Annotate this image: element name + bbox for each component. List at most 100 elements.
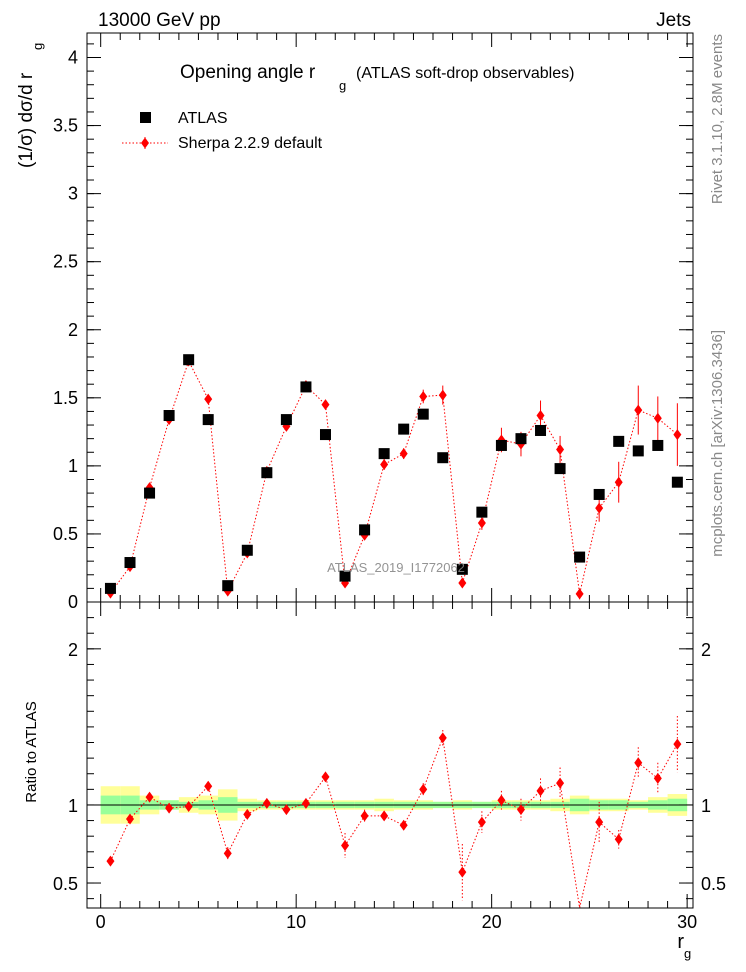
data-point	[593, 488, 605, 500]
ratio-xtick-label: 20	[482, 912, 502, 932]
ratio-mc-point	[399, 819, 408, 831]
data-point	[280, 414, 292, 426]
mc-point	[634, 404, 643, 416]
data-point	[554, 463, 566, 475]
ratio-mc-point	[301, 797, 310, 809]
data-point	[222, 580, 234, 592]
data-point	[417, 408, 429, 420]
ratio-frame	[86, 601, 694, 909]
data-point	[124, 557, 136, 569]
main-ytick-label: 1	[68, 456, 78, 476]
mcplots-label: mcplots.cern.ch [arXiv:1306.3436]	[709, 330, 726, 557]
mc-point	[321, 399, 330, 411]
mc-point	[458, 577, 467, 589]
data-point	[495, 439, 507, 451]
data-point	[241, 544, 253, 556]
ratio-series	[106, 715, 682, 909]
data-point	[671, 476, 683, 488]
ratio-mc-point	[321, 771, 330, 783]
mc-point	[204, 393, 213, 405]
ratio-mc-point	[262, 797, 271, 809]
ratio-mc-point	[653, 772, 662, 784]
mc-point	[653, 412, 662, 424]
mc-point	[536, 410, 545, 422]
ratio-xtick-label: 10	[286, 912, 306, 932]
mc-point	[614, 476, 623, 488]
title-subscript: g	[339, 78, 346, 93]
data-point	[437, 452, 449, 464]
ratio-ytick-label: 1	[68, 796, 78, 816]
legend-label-data: ATLAS	[178, 110, 228, 127]
mc-point	[399, 448, 408, 460]
ratio-xlabel: r g	[677, 931, 691, 961]
ratio-mc-point	[634, 757, 643, 769]
legend-marker-data	[140, 112, 151, 123]
mc-point	[380, 459, 389, 471]
ratio-ytick-label: 0.5	[53, 874, 78, 894]
ratio-mc-point	[282, 804, 291, 816]
ratio-xtick-label: 0	[96, 912, 106, 932]
ratio-ytick-label: 2	[68, 640, 78, 660]
ratio-ytick-label-right: 0.5	[701, 874, 726, 894]
ylabel-text: (1/σ) dσ/d r	[16, 72, 37, 168]
title-text: Opening angle r	[180, 62, 316, 83]
main-ylabel: (1/σ) dσ/d r g	[16, 43, 45, 168]
xlabel-text: r	[677, 931, 684, 953]
data-point	[574, 551, 586, 563]
analysis-watermark: ATLAS_2019_I1772062	[327, 560, 465, 575]
legend-label-mc: Sherpa 2.2.9 default	[178, 135, 323, 152]
ylabel-subscript: g	[30, 43, 45, 50]
ratio-ytick-label-right: 2	[701, 640, 711, 660]
mc-point	[595, 502, 604, 514]
data-point	[319, 429, 331, 441]
ratio-mc-point	[614, 833, 623, 845]
ratio-uncertainty-band	[87, 786, 693, 824]
ratio-ticks: 0.5 0.51 12 20 10 20 30	[53, 602, 726, 932]
ratio-mc-point	[419, 783, 428, 795]
ratio-mc-point	[165, 802, 174, 814]
data-point	[535, 424, 547, 436]
ratio-ytick-label-right: 1	[701, 796, 711, 816]
mc-point	[673, 429, 682, 441]
data-point	[144, 487, 156, 499]
ratio-mc-point	[380, 810, 389, 822]
main-panel: 0 0.5 1 1.5 2 2.5 3 3.5 4 ATLAS_2019_I1772062 Op…	[16, 32, 694, 612]
main-title: Opening angle r g (ATLAS soft-drop obser…	[180, 62, 574, 93]
data-point	[202, 414, 214, 426]
header-right: Jets	[656, 10, 691, 31]
data-point	[378, 448, 390, 460]
data-point	[261, 467, 273, 479]
legend-marker-mc	[141, 137, 149, 149]
ratio-mc-point	[595, 816, 604, 828]
main-ytick-label: 1.5	[53, 388, 78, 408]
data-point	[339, 570, 351, 582]
data-point	[359, 524, 371, 536]
ratio-mc-point	[438, 732, 447, 744]
data-point	[104, 582, 116, 594]
data-point	[632, 445, 644, 457]
data-point	[613, 435, 625, 447]
mc-point	[438, 389, 447, 401]
mc-line	[110, 359, 678, 594]
main-ticks: 0 0.5 1 1.5 2 2.5 3 3.5 4	[53, 33, 693, 612]
ratio-mc-point	[458, 866, 467, 878]
ratio-panel: 0.5 0.51 12 20 10 20 30 Ratio to ATLAS r g	[23, 601, 726, 961]
ratio-xtick-label: 30	[677, 912, 697, 932]
ratio-mc-point	[516, 804, 525, 816]
ratio-mc-line	[110, 735, 678, 909]
ratio-mc-point	[126, 813, 135, 825]
ratio-mc-point	[673, 738, 682, 750]
main-ytick-label: 0	[68, 592, 78, 612]
data-point	[183, 354, 195, 366]
ratio-mc-point	[243, 808, 252, 820]
title-suffix: (ATLAS soft-drop observables)	[356, 65, 574, 82]
main-ytick-label: 3.5	[53, 116, 78, 136]
header-left: 13000 GeV pp	[98, 10, 221, 31]
main-ytick-label: 0.5	[53, 524, 78, 544]
data-point	[515, 433, 527, 445]
mc-point	[419, 390, 428, 402]
ratio-mc-point	[145, 791, 154, 803]
mc-point	[556, 444, 565, 456]
ratio-mc-point	[477, 816, 486, 828]
main-ytick-label: 3	[68, 184, 78, 204]
